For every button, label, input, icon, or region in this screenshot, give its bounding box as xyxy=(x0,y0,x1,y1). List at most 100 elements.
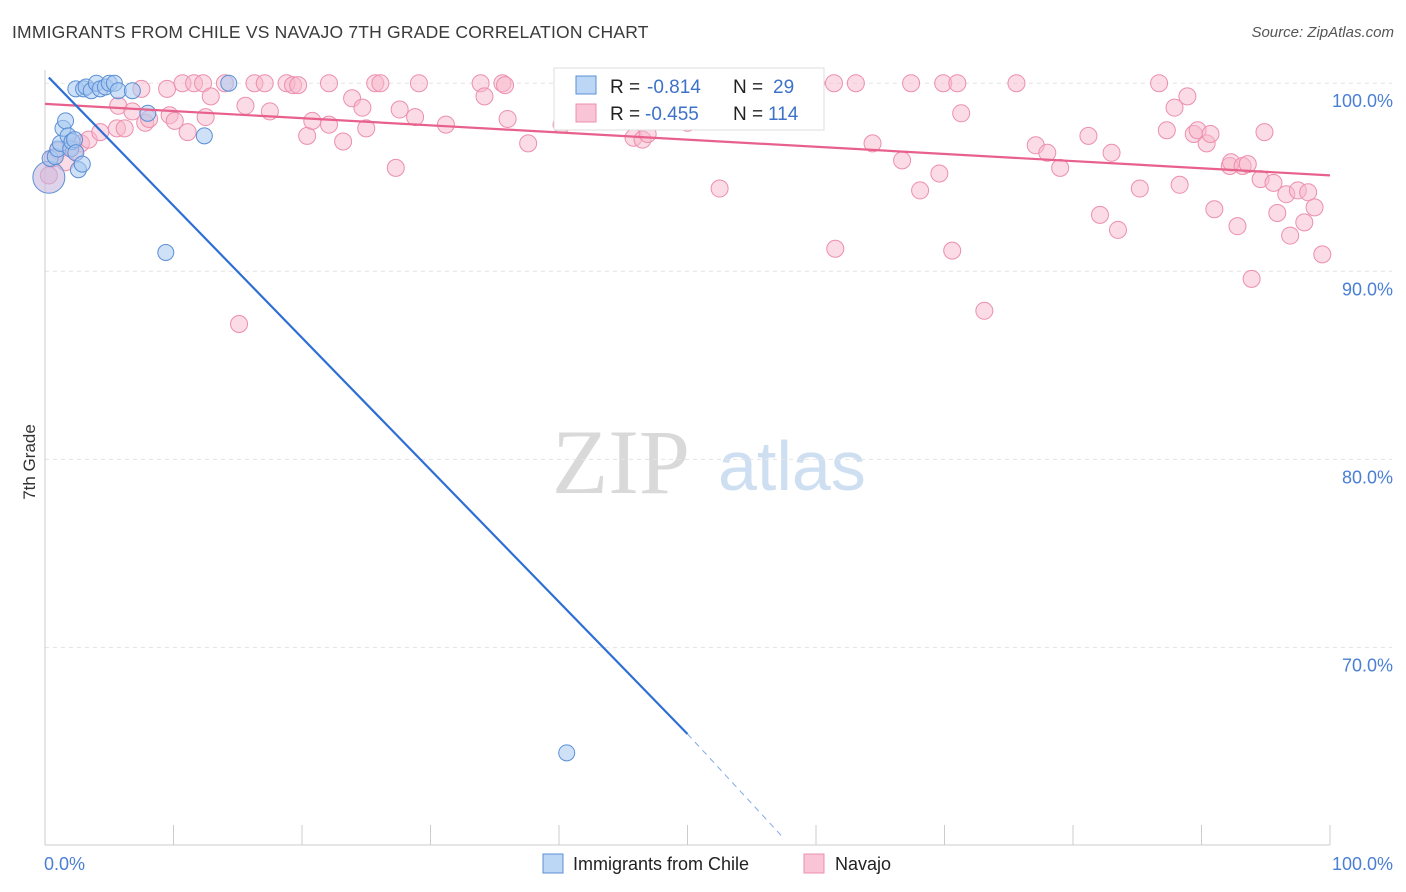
x-tick-label-min: 0.0% xyxy=(44,854,85,874)
navajo-point xyxy=(357,119,376,138)
navajo-point xyxy=(194,74,213,93)
navajo-point xyxy=(1305,198,1324,217)
navajo-point xyxy=(436,115,455,134)
stats-navajo-r-label: R = xyxy=(610,104,640,125)
axes xyxy=(44,70,1331,846)
source-label: Source: ZipAtlas.com xyxy=(1251,24,1394,41)
chile-point xyxy=(123,82,141,100)
navajo-points xyxy=(39,74,1332,333)
navajo-point xyxy=(826,239,845,258)
navajo-point xyxy=(710,179,729,198)
stats-chile-n-value: 29 xyxy=(773,77,794,98)
stats-box-frame xyxy=(553,67,825,131)
chile-point xyxy=(558,744,576,762)
navajo-point xyxy=(1201,125,1220,143)
navajo-point xyxy=(1264,173,1283,192)
navajo-point xyxy=(230,314,249,333)
navajo-point xyxy=(298,126,317,145)
navajo-point xyxy=(1079,126,1098,145)
navajo-point xyxy=(390,100,409,119)
watermark-zip: ZIP xyxy=(552,411,690,513)
navajo-point xyxy=(1102,143,1121,162)
navajo-point xyxy=(1299,183,1318,202)
navajo-point xyxy=(91,123,110,142)
legend-navajo-label: Navajo xyxy=(835,854,891,874)
navajo-point xyxy=(496,76,515,95)
navajo-point xyxy=(371,74,390,93)
chile-point xyxy=(109,82,127,100)
navajo-point xyxy=(863,134,882,153)
navajo-point xyxy=(1038,143,1057,162)
navajo-point xyxy=(1165,98,1184,117)
navajo-point xyxy=(158,79,177,98)
stats-box: R = -0.814 N = 29 R = -0.455 N = 114 xyxy=(553,67,825,131)
navajo-point xyxy=(1090,205,1109,224)
chile-trendline xyxy=(48,76,689,735)
stats-chile-r-label: R = xyxy=(610,77,640,98)
navajo-point xyxy=(1150,74,1169,93)
navajo-point xyxy=(943,241,962,260)
navajo-point xyxy=(846,74,865,93)
navajo-point xyxy=(1157,121,1176,140)
navajo-point xyxy=(475,87,494,106)
navajo-point xyxy=(255,74,274,93)
stats-navajo-swatch xyxy=(575,103,597,123)
navajo-point xyxy=(1228,217,1247,236)
y-tick-label: 80.0% xyxy=(1342,467,1393,487)
y-tick-label: 100.0% xyxy=(1332,91,1393,111)
navajo-point xyxy=(1268,204,1287,222)
chile-point xyxy=(73,155,91,173)
y-axis-title: 7th Grade xyxy=(20,424,39,500)
stats-navajo-r-value: -0.455 xyxy=(645,104,699,125)
y-tick-labels: 100.0% 90.0% 80.0% 70.0% xyxy=(1332,91,1393,675)
navajo-point xyxy=(519,134,538,153)
chile-point xyxy=(57,112,75,130)
chart-title: IMMIGRANTS FROM CHILE VS NAVAJO 7TH GRAD… xyxy=(12,22,649,42)
legend-chile-label: Immigrants from Chile xyxy=(573,854,749,874)
chile-point xyxy=(139,104,157,122)
navajo-point xyxy=(952,104,971,123)
navajo-point xyxy=(1313,245,1332,264)
navajo-point xyxy=(236,96,255,115)
watermark: ZIP atlas xyxy=(552,411,866,513)
stats-chile-swatch xyxy=(575,75,597,95)
navajo-point xyxy=(196,108,215,127)
stats-chile-r-value: -0.814 xyxy=(647,77,701,98)
chile-point xyxy=(195,127,213,145)
navajo-point xyxy=(289,76,308,95)
navajo-point xyxy=(1170,175,1189,194)
navajo-point xyxy=(334,132,353,151)
navajo-point xyxy=(386,158,405,177)
navajo-point xyxy=(303,111,322,130)
navajo-point xyxy=(948,74,967,93)
navajo-point xyxy=(201,87,220,106)
navajo-point xyxy=(115,119,134,138)
x-tick-labels: 0.0% 100.0% xyxy=(44,854,1393,874)
navajo-point xyxy=(930,164,949,183)
legend-chile-swatch xyxy=(542,853,564,874)
navajo-trendline xyxy=(44,102,1331,177)
x-tick-label-max: 100.0% xyxy=(1332,854,1393,874)
chile-trendline-extension xyxy=(687,733,782,836)
legend-navajo-swatch xyxy=(803,853,825,874)
navajo-point xyxy=(178,123,197,142)
navajo-point xyxy=(893,151,912,170)
stats-navajo-n-value: 114 xyxy=(768,104,799,125)
navajo-point xyxy=(409,74,428,93)
navajo-point xyxy=(1295,213,1314,232)
navajo-point xyxy=(498,109,517,128)
navajo-point xyxy=(1108,220,1127,239)
watermark-atlas: atlas xyxy=(718,427,866,505)
navajo-point xyxy=(165,111,184,130)
chile-point xyxy=(157,244,175,261)
stats-chile-n-label: N = xyxy=(733,77,763,98)
y-tick-label: 70.0% xyxy=(1342,656,1393,676)
navajo-point xyxy=(1242,269,1261,288)
navajo-point xyxy=(902,74,921,93)
navajo-point xyxy=(406,108,425,127)
navajo-point xyxy=(911,181,930,200)
navajo-point xyxy=(1051,158,1070,177)
navajo-point xyxy=(1238,155,1257,174)
navajo-point xyxy=(824,74,843,93)
